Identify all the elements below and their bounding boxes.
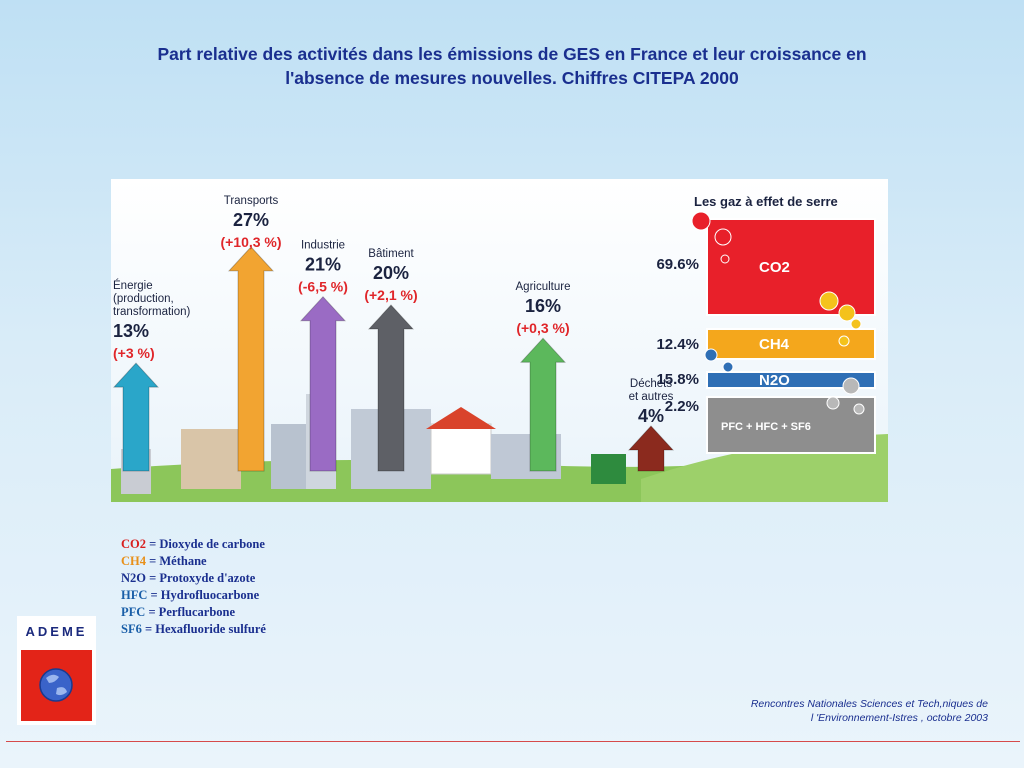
sector-label: Déchets xyxy=(630,378,672,390)
legend-description: = Protoxyde d'azote xyxy=(146,571,256,585)
sector-label: Transports xyxy=(224,195,279,207)
gas-value-label: 69.6% xyxy=(656,256,699,273)
legend-code: CO2 xyxy=(121,537,146,551)
gas-name-label: CH4 xyxy=(759,336,790,353)
title-line-1: Part relative des activités dans les émi… xyxy=(157,44,867,64)
sector-value-label: 16% xyxy=(525,296,561,316)
molecule-dot xyxy=(720,254,730,264)
sector-label: Industrie xyxy=(301,240,345,252)
sector-value-label: 21% xyxy=(305,255,341,275)
sector-label: (production, xyxy=(113,293,174,305)
emissions-chart: Énergie(production,transformation) 13% (+3… xyxy=(111,179,888,502)
legend-code: PFC xyxy=(121,605,146,619)
sector-growth-label: (+0,3 %) xyxy=(516,320,569,336)
logo-text: ADEME xyxy=(25,624,88,639)
arrow-4 xyxy=(367,304,415,472)
sector-growth-label: (+10,3 %) xyxy=(220,234,281,250)
molecule-dot xyxy=(853,403,865,415)
arrow-5 xyxy=(519,337,567,472)
sector-labels: Énergie(production,transformation) 13% (+3… xyxy=(113,195,674,426)
gas-bar-4 xyxy=(706,396,876,454)
gas-bar-1 xyxy=(706,218,876,316)
legend-row: N2O = Protoxyde d'azote xyxy=(121,570,266,587)
sector-value-label: 20% xyxy=(373,263,409,283)
gas-value-label: 12.4% xyxy=(656,336,699,353)
molecule-dot xyxy=(838,304,856,322)
legend-row: CO2 = Dioxyde de carbone xyxy=(121,536,266,553)
gas-bars: CO2 69.6% CH4 12.4% N2O 15.8% PFC + HFC + SF6 2… xyxy=(656,218,876,454)
arrow-3 xyxy=(299,295,347,472)
legend-code: HFC xyxy=(121,588,148,602)
sector-growth-label: (+3 %) xyxy=(113,345,155,361)
legend-row: SF6 = Hexafluoride sulfuré xyxy=(121,621,266,638)
molecule-dot xyxy=(722,361,734,373)
arrow-2 xyxy=(227,246,275,472)
legend-description: = Perflucarbone xyxy=(145,605,236,619)
legend-code: CH4 xyxy=(121,554,146,568)
legend-row: CH4 = Méthane xyxy=(121,553,266,570)
legend-description: = Hexafluoride sulfuré xyxy=(141,622,266,636)
gases-title: Les gaz à effet de serre xyxy=(694,194,838,209)
globe-icon xyxy=(39,668,73,702)
legend-description: = Dioxyde de carbone xyxy=(146,537,265,551)
arrow-1 xyxy=(112,362,160,472)
logo-red-square xyxy=(21,650,92,721)
footer-line-2: l 'Environnement-Istres , octobre 2003 xyxy=(810,712,988,724)
sector-arrows xyxy=(112,246,675,472)
sector-value-label: 4% xyxy=(638,406,664,426)
gas-name-label: CO2 xyxy=(759,259,790,276)
legend-code: N2O xyxy=(121,571,146,585)
sector-growth-label: (+2,1 %) xyxy=(364,287,417,303)
arrow-6 xyxy=(627,425,675,472)
gas-name-label: PFC + HFC + SF6 xyxy=(721,421,811,433)
sector-value-label: 13% xyxy=(113,321,149,341)
molecule-decorations xyxy=(691,211,865,415)
title-line-2: l'absence de mesures nouvelles. Chiffres… xyxy=(285,68,739,88)
sector-value-label: 27% xyxy=(233,210,269,230)
legend-row: HFC = Hydrofluocarbone xyxy=(121,587,266,604)
gas-bar-3 xyxy=(706,371,876,389)
molecule-dot xyxy=(704,348,718,362)
footer-line-1: Rencontres Nationales Sciences et Tech,n… xyxy=(750,698,988,710)
molecule-dot xyxy=(826,396,840,410)
sector-label: Bâtiment xyxy=(368,248,414,260)
gas-name-label: N2O xyxy=(759,372,790,389)
gas-value-label: 2.2% xyxy=(665,398,699,415)
gas-bar-2 xyxy=(706,328,876,360)
gas-value-label: 15.8% xyxy=(656,371,699,388)
legend-row: PFC = Perflucarbone xyxy=(121,604,266,621)
legend-code: SF6 xyxy=(121,622,142,636)
page-title: Part relative des activités dans les émi… xyxy=(80,42,944,90)
molecule-dot xyxy=(691,211,711,231)
sector-label: transformation) xyxy=(113,306,191,318)
footer-credit: Rencontres Nationales Sciences et Tech,n… xyxy=(751,697,988,725)
sector-label: et autres xyxy=(629,391,674,403)
sector-label: Agriculture xyxy=(516,281,571,293)
molecule-dot xyxy=(850,318,862,330)
sector-growth-label: (-6,5 %) xyxy=(298,279,348,295)
abbreviation-legend: CO2 = Dioxyde de carbone CH4 = Méthane N2O… xyxy=(121,536,266,638)
molecule-dot xyxy=(838,335,850,347)
footer-divider xyxy=(6,741,1020,742)
sector-label: Énergie xyxy=(113,279,153,292)
molecule-dot xyxy=(819,291,839,311)
molecule-dot xyxy=(842,377,860,395)
molecule-dot xyxy=(714,228,732,246)
ademe-logo: ADEME xyxy=(17,616,96,725)
legend-description: = Hydrofluocarbone xyxy=(147,588,260,602)
legend-description: = Méthane xyxy=(146,554,207,568)
